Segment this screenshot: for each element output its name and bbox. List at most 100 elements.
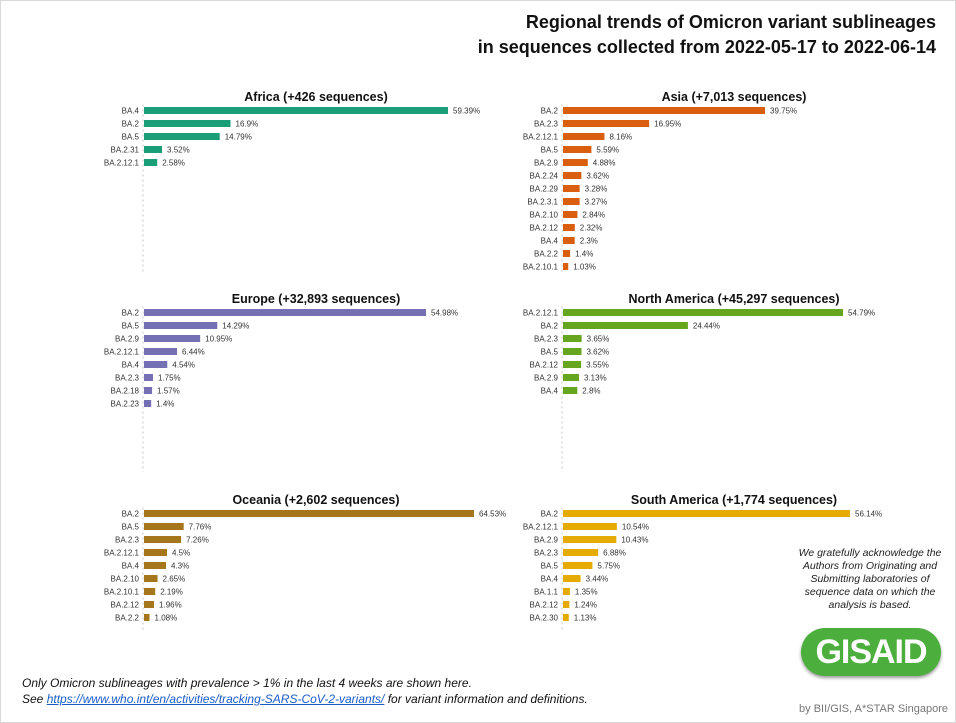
europe-bar <box>144 322 218 329</box>
asia-category-label: BA.2.10.1 <box>523 263 559 272</box>
south-category-label: BA.1.1 <box>534 588 559 597</box>
asia-value-label: 3.27% <box>585 198 608 207</box>
oceania-panel-title: Oceania (+2,602 sequences) <box>232 493 399 507</box>
south-bar <box>563 536 617 543</box>
north-category-label: BA.2.12 <box>530 361 559 370</box>
oceania-bar <box>144 588 156 595</box>
africa-bar <box>144 159 158 166</box>
oceania-value-label: 2.19% <box>160 588 183 597</box>
footnote: Only Omicron sublineages with prevalence… <box>22 675 588 707</box>
europe-category-label: BA.4 <box>122 361 140 370</box>
footnote-prefix: See <box>22 692 47 706</box>
europe-bar <box>144 374 153 381</box>
asia-value-label: 8.16% <box>609 133 632 142</box>
africa-panel-title: Africa (+426 sequences) <box>244 90 387 104</box>
africa-value-label: 59.39% <box>453 107 480 116</box>
north-value-label: 3.65% <box>587 335 610 344</box>
oceania-bar <box>144 523 184 530</box>
footnote-line-1: Only Omicron sublineages with prevalence… <box>22 676 472 690</box>
europe-value-label: 4.54% <box>172 361 195 370</box>
north-bar <box>563 387 578 394</box>
asia-value-label: 2.84% <box>582 211 605 220</box>
figure-title-line-2: in sequences collected from 2022-05-17 t… <box>477 37 936 57</box>
europe-value-label: 6.44% <box>182 348 205 357</box>
oceania-bar <box>144 536 182 543</box>
south-category-label: BA.2.12.1 <box>523 523 559 532</box>
asia-category-label: BA.5 <box>541 146 559 155</box>
south-value-label: 3.44% <box>586 575 609 584</box>
europe-value-label: 1.75% <box>158 374 181 383</box>
asia-value-label: 5.59% <box>596 146 619 155</box>
asia-bar <box>563 159 588 166</box>
gisaid-logo-text: GISAID <box>815 633 927 671</box>
africa-bar <box>144 120 231 127</box>
north-bar <box>563 309 843 316</box>
europe-bar <box>144 348 178 355</box>
oceania-value-label: 2.65% <box>163 575 186 584</box>
figure-title-line-1: Regional trends of Omicron variant subli… <box>525 12 936 32</box>
africa-category-label: BA.2.31 <box>111 146 140 155</box>
credit-text: by BII/GIS, A*STAR Singapore <box>799 703 948 715</box>
europe-category-label: BA.2.9 <box>115 335 140 344</box>
asia-bar <box>563 120 650 127</box>
oceania-category-label: BA.2.10.1 <box>104 588 140 597</box>
oceania-category-label: BA.2.12.1 <box>104 549 140 558</box>
north-bar <box>563 322 688 329</box>
asia-bar <box>563 172 582 179</box>
footnote-suffix: for variant information and definitions. <box>384 692 588 706</box>
oceania-bar <box>144 510 474 517</box>
europe-bar <box>144 335 201 342</box>
europe-bar <box>144 387 153 394</box>
africa-bar <box>144 133 220 140</box>
oceania-value-label: 1.08% <box>155 614 178 623</box>
north-category-label: BA.2.9 <box>534 374 559 383</box>
south-bar <box>563 562 593 569</box>
south-value-label: 1.13% <box>574 614 597 623</box>
oceania-category-label: BA.2.2 <box>115 614 140 623</box>
oceania-bar <box>144 575 158 582</box>
oceania-category-label: BA.2.12 <box>111 601 140 610</box>
south-category-label: BA.4 <box>541 575 559 584</box>
asia-category-label: BA.2.9 <box>534 159 559 168</box>
acknowledgement-text: We gratefully acknowledge the Authors fr… <box>798 547 942 611</box>
north-value-label: 54.79% <box>848 309 875 318</box>
who-variants-link[interactable]: https://www.who.int/en/activities/tracki… <box>46 692 385 706</box>
asia-category-label: BA.2.3.1 <box>527 198 558 207</box>
europe-bar <box>144 361 168 368</box>
north-bar <box>563 361 582 368</box>
south-bar <box>563 575 581 582</box>
footnote-line-2: See https://www.who.int/en/activities/tr… <box>22 691 588 707</box>
oceania-bar <box>144 549 168 556</box>
asia-value-label: 3.62% <box>586 172 609 181</box>
africa-category-label: BA.5 <box>122 133 140 142</box>
asia-bar <box>563 224 575 231</box>
asia-category-label: BA.2.29 <box>530 185 559 194</box>
asia-category-label: BA.2.2 <box>534 250 559 259</box>
north-bar <box>563 348 582 355</box>
asia-value-label: 16.95% <box>654 120 681 129</box>
south-value-label: 1.35% <box>575 588 598 597</box>
europe-panel-title: Europe (+32,893 sequences) <box>232 292 400 306</box>
asia-value-label: 1.03% <box>573 263 596 272</box>
north-value-label: 24.44% <box>693 322 720 331</box>
south-category-label: BA.5 <box>541 562 559 571</box>
north-bar <box>563 335 582 342</box>
south-bar <box>563 614 569 621</box>
europe-category-label: BA.2.3 <box>115 374 140 383</box>
africa-category-label: BA.2 <box>122 120 140 129</box>
south-value-label: 56.14% <box>855 510 882 519</box>
north-value-label: 3.13% <box>584 374 607 383</box>
oceania-value-label: 1.96% <box>159 601 182 610</box>
north-value-label: 2.8% <box>582 387 600 396</box>
oceania-category-label: BA.2 <box>122 510 140 519</box>
europe-category-label: BA.2.12.1 <box>104 348 140 357</box>
europe-bar <box>144 309 426 316</box>
asia-bar <box>563 237 575 244</box>
south-value-label: 6.88% <box>603 549 626 558</box>
africa-category-label: BA.4 <box>122 107 140 116</box>
asia-value-label: 4.88% <box>593 159 616 168</box>
asia-bar <box>563 133 605 140</box>
asia-bar <box>563 146 592 153</box>
europe-value-label: 14.29% <box>222 322 249 331</box>
